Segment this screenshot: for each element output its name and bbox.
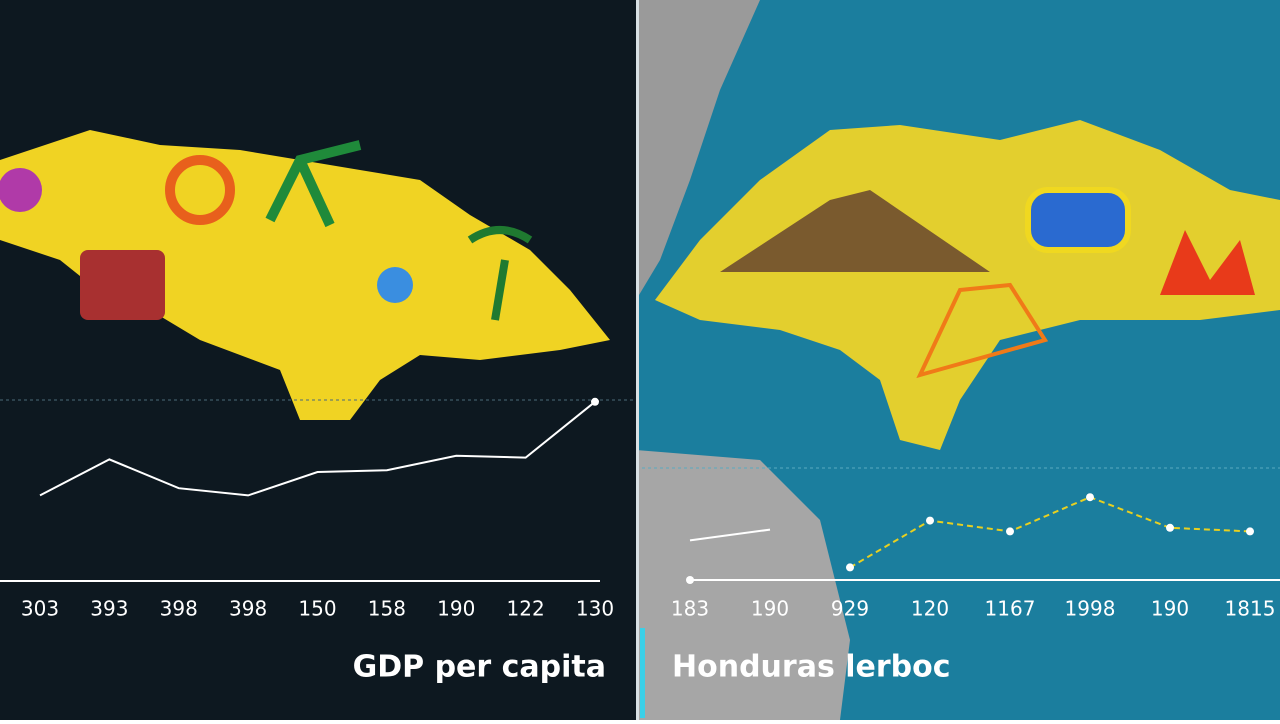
chart-title: Honduras lerboc <box>672 650 951 685</box>
land-gray-south <box>636 450 850 720</box>
x-tick-label: 393 <box>90 597 128 621</box>
x-tick-label: 303 <box>21 597 59 621</box>
x-tick-label: 130 <box>576 597 614 621</box>
flower-icon <box>0 168 42 212</box>
data-point <box>591 397 599 406</box>
data-line <box>39 401 596 497</box>
x-tick-label: 150 <box>298 597 336 621</box>
baseline-dot <box>686 576 694 584</box>
sun-icon <box>165 155 235 225</box>
pyramid-icon <box>720 190 990 272</box>
data-point <box>1166 523 1174 532</box>
land-gray <box>636 0 760 300</box>
chart-title: GDP per capita <box>353 650 606 685</box>
palm-tree <box>467 226 533 321</box>
x-tick-label: 190 <box>437 597 475 621</box>
data-point <box>846 563 854 572</box>
x-tick-label: 190 <box>1151 597 1189 621</box>
map-jamaica <box>0 130 610 420</box>
snorkel-mask <box>1025 187 1131 253</box>
x-tick-label: 190 <box>751 597 789 621</box>
x-tick-label: 122 <box>507 597 545 621</box>
x-tick-label: 398 <box>160 597 198 621</box>
x-tick-label: 183 <box>671 597 709 621</box>
x-tick-label: 158 <box>368 597 406 621</box>
pyramid-outline <box>916 282 1049 379</box>
x-tick-label: 929 <box>831 597 869 621</box>
x-tick-label: 1167 <box>985 597 1036 621</box>
data-point <box>926 516 934 525</box>
note-icon <box>377 267 413 303</box>
x-tick-label: 1998 <box>1065 597 1116 621</box>
x-tick-label: 398 <box>229 597 267 621</box>
data-point <box>1246 527 1254 536</box>
data-point <box>1006 527 1014 536</box>
accent-bar <box>640 628 645 718</box>
coral-icon <box>1160 230 1255 295</box>
suitcase-icon <box>80 250 165 320</box>
divider <box>636 0 639 720</box>
data-line <box>689 528 771 542</box>
x-tick-label: 120 <box>911 597 949 621</box>
palm-icon <box>265 140 362 228</box>
data-point <box>1086 493 1094 502</box>
x-tick-label: 1815 <box>1225 597 1276 621</box>
